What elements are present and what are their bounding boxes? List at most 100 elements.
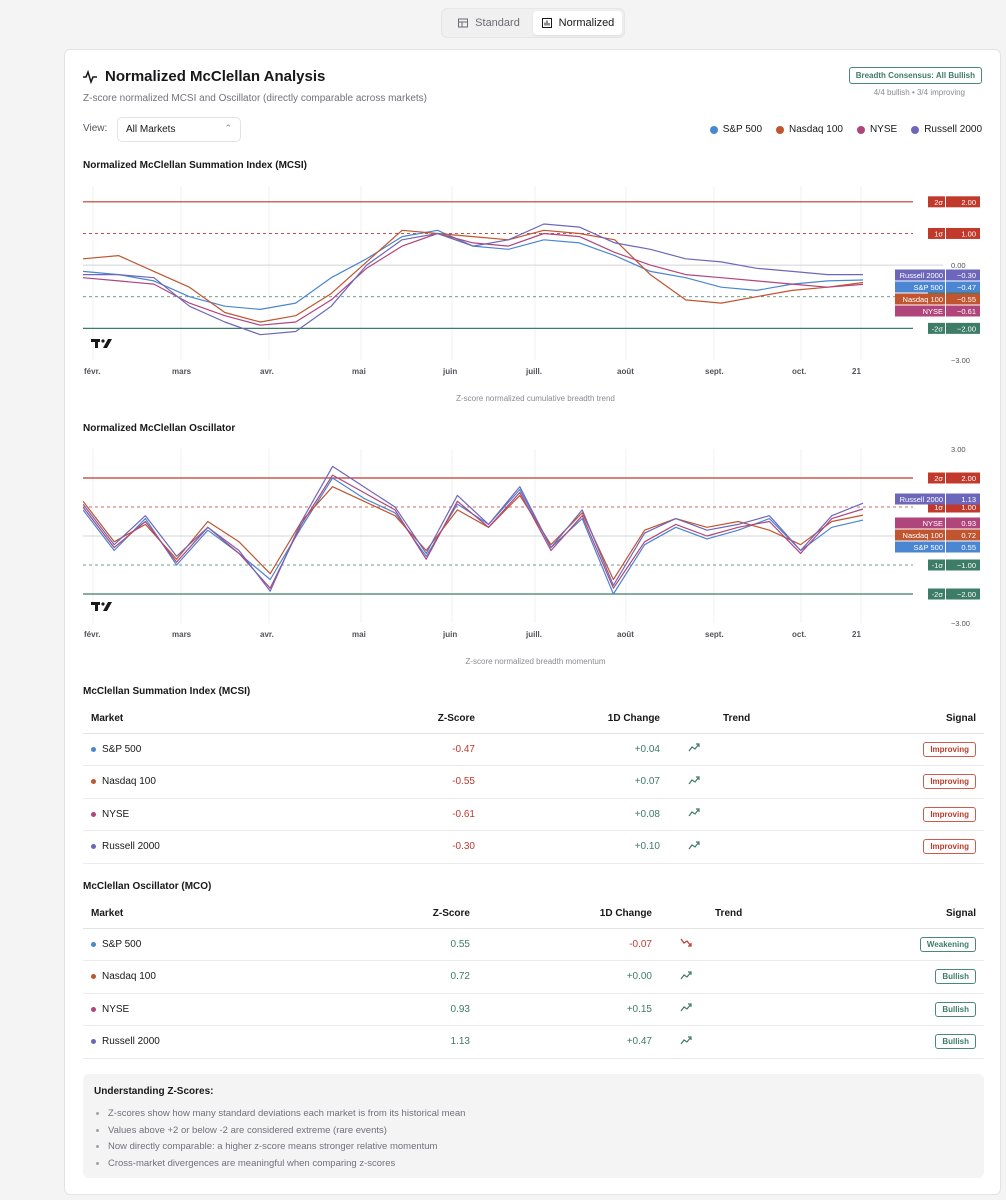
price-label-value: 0.55 <box>961 543 976 552</box>
legend-dot <box>709 125 718 134</box>
table-row[interactable]: Russell 2000 -0.30 +0.10 Improving <box>83 830 984 864</box>
legend-label: Russell 2000 <box>924 124 982 135</box>
price-label-tag <box>895 541 945 553</box>
market-dot <box>91 779 96 785</box>
market-name: NYSE <box>102 1003 130 1015</box>
price-label-name: 1σ <box>934 503 943 512</box>
info-item: Now directly comparable: a higher z-scor… <box>108 1139 973 1156</box>
signal-badge: Improving <box>923 806 976 822</box>
trend-up-icon <box>688 841 700 850</box>
signal-cell: Bullish <box>788 993 984 1026</box>
zscore-cell: 0.55 <box>323 928 478 961</box>
page-subtitle: Z-score normalized MCSI and Oscillator (… <box>83 93 427 104</box>
legend-dot <box>856 125 865 134</box>
col-zscore: Z-Score <box>323 900 478 929</box>
price-label-name: NYSE <box>923 519 943 528</box>
col-signal: Signal <box>788 900 984 929</box>
price-label-tag <box>946 559 980 571</box>
chevron-updown-icon: ⌃ <box>224 123 232 133</box>
signal-cell: Bullish <box>788 960 984 994</box>
x-tick-label: oct. <box>792 367 806 376</box>
view-mode-tabs: Standard Normalized <box>441 8 625 38</box>
price-label-name: -2σ <box>932 590 944 599</box>
price-label-value: 0.72 <box>961 531 976 540</box>
mco-chart[interactable]: févr. mars avr. mai juin juill. août sept. oct. 2… <box>83 441 988 666</box>
table-row[interactable]: NYSE -0.61 +0.08 Improving <box>83 798 984 831</box>
price-label-tag <box>946 322 980 334</box>
price-label-tag <box>946 305 980 317</box>
mcsi-table-title: McClellan Summation Index (MCSI) <box>83 686 251 697</box>
series-line <box>83 465 864 592</box>
series-line <box>83 486 864 581</box>
zscore-cell: 1.13 <box>323 1025 478 1059</box>
legend-item-nasdaq100[interactable]: Nasdaq 100 <box>776 124 843 135</box>
price-label-name: 1σ <box>934 229 943 238</box>
series-line <box>83 229 864 323</box>
tab-normalized[interactable]: Normalized <box>533 11 622 35</box>
change-cell: +0.00 <box>478 960 660 994</box>
table-row[interactable]: NYSE 0.93 +0.15 Bullish <box>83 993 984 1026</box>
col-change: 1D Change <box>483 705 668 734</box>
price-label-value: 1.00 <box>961 503 976 512</box>
x-tick-label: août <box>617 630 634 639</box>
market-select-value: All Markets <box>126 124 176 135</box>
change-cell: +0.15 <box>478 993 660 1026</box>
market-dot <box>91 811 96 817</box>
change-cell: +0.07 <box>483 765 668 799</box>
price-label-tag <box>946 588 980 600</box>
price-label-tag <box>946 472 980 484</box>
legend-item-nyse[interactable]: NYSE <box>856 124 898 135</box>
info-list: Z-scores show how many standard deviatio… <box>94 1106 973 1172</box>
legend-label: NYSE <box>869 124 898 135</box>
price-label-name: S&P 500 <box>914 283 943 292</box>
activity-pulse-icon <box>83 69 97 84</box>
x-tick-label: févr. <box>84 367 100 376</box>
tab-normalized-label: Normalized <box>558 17 615 29</box>
tab-standard[interactable]: Standard <box>444 11 533 35</box>
trend-down-icon <box>680 938 692 947</box>
table-row[interactable]: Nasdaq 100 -0.55 +0.07 Improving <box>83 765 984 799</box>
market-dot <box>91 1039 96 1045</box>
market-cell: Russell 2000 <box>83 830 323 864</box>
table-row[interactable]: Nasdaq 100 0.72 +0.00 Bullish <box>83 960 984 994</box>
price-label-name: Nasdaq 100 <box>903 295 943 304</box>
trend-up-icon <box>688 808 700 817</box>
price-label-tag <box>946 493 980 505</box>
price-label-tag <box>946 227 980 239</box>
market-name: Russell 2000 <box>102 1036 160 1048</box>
market-dot <box>91 746 96 752</box>
legend-item-russell2000[interactable]: Russell 2000 <box>911 124 982 135</box>
mco-chart-svg[interactable]: févr. mars avr. mai juin juill. août sept. oct. 2… <box>83 441 988 641</box>
price-label-name: -2σ <box>932 324 944 333</box>
logo-part <box>95 339 98 348</box>
price-label-value: −0.61 <box>957 307 976 316</box>
price-label-tag <box>895 281 945 293</box>
zscore-cell: 0.72 <box>323 960 478 994</box>
x-tick-label: févr. <box>84 630 100 639</box>
table-row[interactable]: S&P 500 -0.47 +0.04 Improving <box>83 733 984 766</box>
zscore-info-box: Understanding Z-Scores: Z-scores show ho… <box>83 1074 984 1178</box>
market-cell: Russell 2000 <box>83 1025 323 1059</box>
price-label-tag <box>946 529 980 541</box>
price-label-value: 2.00 <box>961 474 976 483</box>
market-select[interactable]: All Markets ⌃ <box>117 117 241 142</box>
legend-item-sp500[interactable]: S&P 500 <box>709 124 762 135</box>
legend-label: Nasdaq 100 <box>789 124 843 135</box>
table-header-row: Market Z-Score 1D Change Trend Signal <box>83 705 984 734</box>
mcsi-chart[interactable]: févr. mars avr. mai juin juill. août sept. oct. 2… <box>83 178 988 403</box>
price-label-value: −0.47 <box>957 283 976 292</box>
table-row[interactable]: S&P 500 0.55 -0.07 Weakening <box>83 928 984 961</box>
zscore-cell: -0.61 <box>323 798 483 831</box>
price-label-tag <box>946 541 980 553</box>
market-dot <box>91 974 96 980</box>
market-cell: S&P 500 <box>83 733 323 766</box>
market-legend: S&P 500 Nasdaq 100 NYSE Russell 2000 <box>709 124 982 135</box>
table-row[interactable]: Russell 2000 1.13 +0.47 Bullish <box>83 1025 984 1059</box>
mcsi-chart-svg[interactable]: févr. mars avr. mai juin juill. août sept. oct. 2… <box>83 178 988 378</box>
legend-dot <box>776 125 785 134</box>
x-tick-label: août <box>617 367 634 376</box>
consensus-detail: 4/4 bullish • 3/4 improving <box>873 88 965 97</box>
price-label-value: 1.00 <box>961 229 976 238</box>
signal-badge: Improving <box>923 839 976 855</box>
market-dot <box>91 1006 96 1012</box>
